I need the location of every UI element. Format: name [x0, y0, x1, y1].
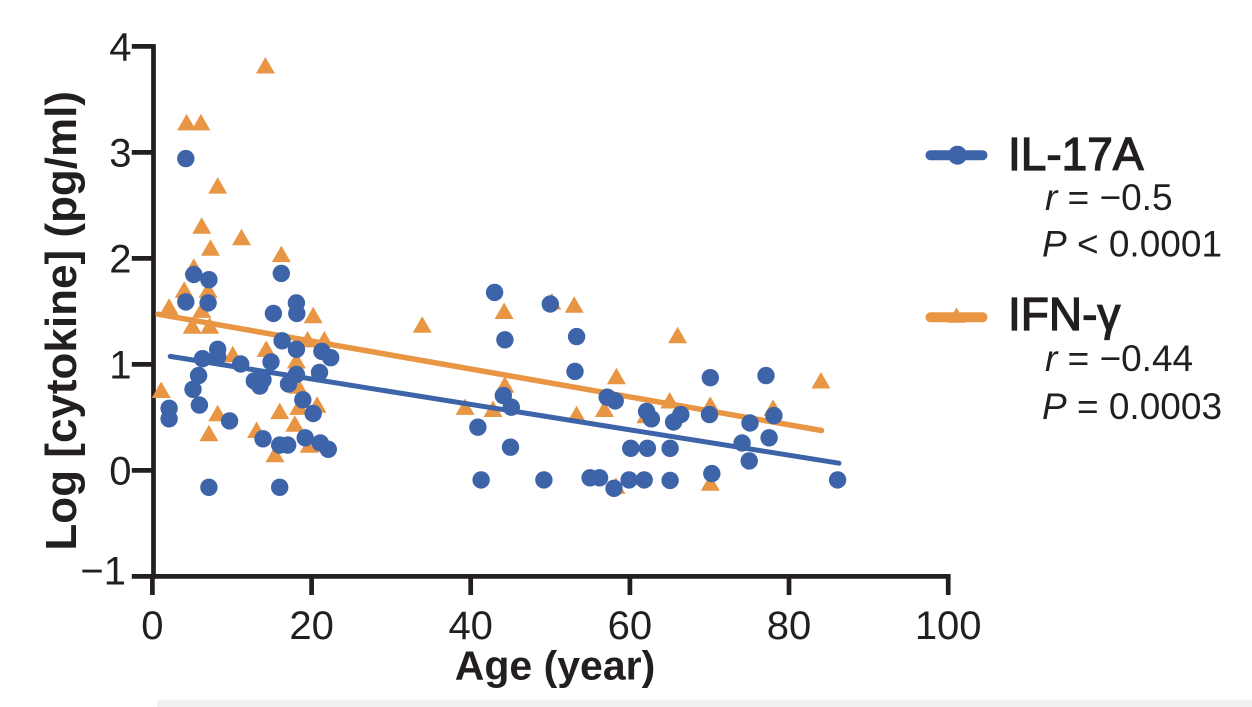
svg-text:40: 40 [448, 604, 493, 648]
svg-text:r = −0.5: r = −0.5 [1045, 177, 1173, 218]
svg-text:Age (year): Age (year) [455, 642, 656, 688]
svg-text:100: 100 [915, 604, 982, 648]
svg-text:−1: −1 [80, 550, 126, 594]
svg-text:IL-17A: IL-17A [1008, 128, 1144, 180]
svg-text:60: 60 [608, 604, 653, 648]
svg-text:1: 1 [109, 343, 131, 387]
svg-text:P = 0.0003: P = 0.0003 [1042, 386, 1222, 427]
svg-text:2: 2 [109, 237, 131, 281]
svg-text:0: 0 [109, 449, 131, 493]
svg-text:0: 0 [141, 604, 163, 648]
svg-text:P < 0.0001: P < 0.0001 [1042, 224, 1222, 265]
svg-text:r = −0.44: r = −0.44 [1045, 338, 1193, 379]
svg-text:Log [cytokine] (pg/ml): Log [cytokine] (pg/ml) [37, 91, 86, 551]
svg-text:80: 80 [767, 604, 812, 648]
svg-text:20: 20 [289, 604, 334, 648]
svg-text:4: 4 [109, 25, 131, 69]
svg-text:IFN-γ: IFN-γ [1008, 288, 1120, 340]
svg-text:3: 3 [109, 131, 131, 175]
